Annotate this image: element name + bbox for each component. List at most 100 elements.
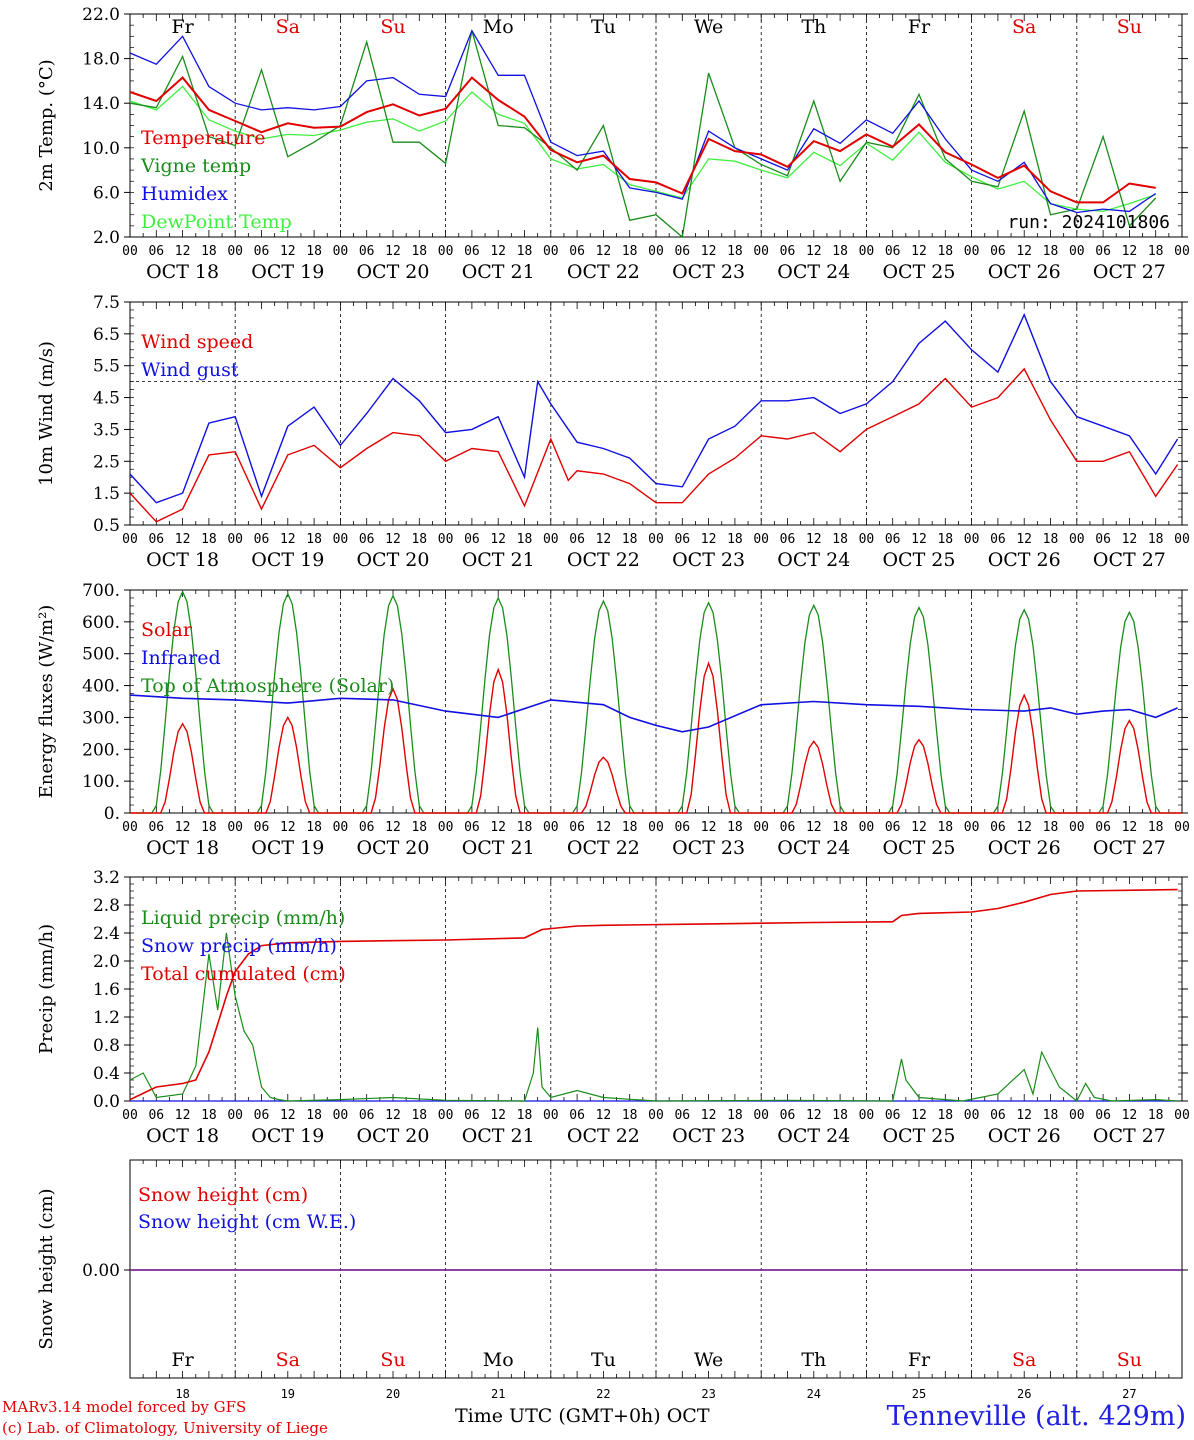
snow-panel-day-name: Th: [801, 1349, 826, 1371]
wind-panel-date-label: OCT 21: [462, 549, 535, 571]
temp-panel-hour-label: 12: [1122, 244, 1138, 259]
temp-panel-hour-label: 06: [1095, 244, 1111, 259]
precip-panel-hour-label: 06: [780, 1108, 796, 1123]
flux-panel-y-axis-title: Energy fluxes (W/m²): [36, 605, 57, 799]
flux-panel-hour-label: 12: [596, 820, 612, 835]
flux-panel-hour-label: 06: [1095, 820, 1111, 835]
temp-panel-hour-label: 06: [254, 244, 270, 259]
model-credit: MARv3.14 model forced by GFS: [2, 1398, 247, 1416]
wind-panel-y-tick-label: 6.5: [93, 325, 120, 345]
wind-panel-y-tick-label: 0.5: [93, 516, 120, 536]
flux-panel-hour-label: 00: [964, 820, 980, 835]
wind-panel-hour-label: 12: [911, 532, 927, 547]
wind-panel-hour-label: 00: [1174, 532, 1190, 547]
temp-panel-hour-label: 00: [543, 244, 559, 259]
flux-panel-date-label: OCT 27: [1093, 837, 1166, 859]
wind-panel-y-tick-label: 5.5: [93, 357, 120, 377]
snow-panel-day-number: 21: [491, 1387, 505, 1401]
temp-panel-legend-entry: DewPoint Temp: [141, 211, 292, 233]
wind-panel-hour-label: 00: [753, 532, 769, 547]
precip-panel-hour-label: 06: [674, 1108, 690, 1123]
precip-panel-y-tick-label: 1.6: [93, 980, 120, 1000]
wind-panel-hour-label: 06: [254, 532, 270, 547]
temp-series-temperature: [129, 76, 1156, 204]
temp-panel-day-name: We: [694, 16, 723, 38]
wind-panel-hour-label: 12: [280, 532, 296, 547]
temp-series-humidex: [129, 29, 1157, 214]
precip-panel-date-label: OCT 20: [356, 1125, 429, 1147]
snow-panel-day-number: 26: [1017, 1387, 1031, 1401]
temp-panel-hour-label: 12: [175, 244, 191, 259]
precip-panel-y-tick-label: 0.4: [93, 1064, 120, 1084]
wind-panel-hour-label: 12: [806, 532, 822, 547]
temp-panel-hour-label: 00: [964, 244, 980, 259]
temp-panel-day-name: Th: [801, 16, 826, 38]
lab-credit: (c) Lab. of Climatology, University of L…: [2, 1419, 328, 1437]
flux-panel-date-label: OCT 18: [146, 837, 219, 859]
flux-panel-hour-label: 00: [753, 820, 769, 835]
precip-panel-date-label: OCT 18: [146, 1125, 219, 1147]
precip-panel-hour-label: 12: [806, 1108, 822, 1123]
precip-series-total-cumulated-cm-: [129, 888, 1178, 1101]
precip-panel-hour-label: 06: [464, 1108, 480, 1123]
temp-panel-hour-label: 06: [990, 244, 1006, 259]
precip-panel-hour-label: 00: [1069, 1108, 1085, 1123]
temp-panel-day-name: Sa: [276, 16, 300, 38]
wind-panel-date-label: OCT 18: [146, 549, 219, 571]
temp-series-dewpoint-temp: [129, 85, 1156, 213]
flux-panel-hour-label: 12: [806, 820, 822, 835]
temp-panel-date-label: OCT 26: [988, 261, 1061, 283]
precip-panel-hour-label: 00: [227, 1108, 243, 1123]
wind-panel-hour-label: 18: [1148, 532, 1164, 547]
precip-panel-legend-entry: Total cumulated (cm): [141, 963, 346, 985]
temp-panel-legend-entry: Temperature: [141, 127, 265, 149]
precip-panel-hour-label: 18: [832, 1108, 848, 1123]
precip-panel-y-tick-label: 1.2: [93, 1008, 120, 1028]
wind-panel-y-tick-label: 1.5: [93, 484, 120, 504]
precip-panel-legend-entry: Snow precip (mm/h): [141, 935, 337, 957]
temp-panel-hour-label: 18: [727, 244, 743, 259]
temp-panel-hour-label: 00: [333, 244, 349, 259]
wind-panel-legend-entry: Wind speed: [141, 331, 253, 353]
snow-panel-day-number: 27: [1122, 1387, 1136, 1401]
flux-panel-hour-label: 18: [727, 820, 743, 835]
flux-panel-hour-label: 18: [201, 820, 217, 835]
flux-panel-hour-label: 12: [280, 820, 296, 835]
temp-panel-date-label: OCT 21: [462, 261, 535, 283]
temp-panel-hour-label: 06: [464, 244, 480, 259]
wind-panel-frame: [129, 301, 1183, 526]
temp-panel-hour-label: 12: [596, 244, 612, 259]
precip-panel-hour-label: 00: [543, 1108, 559, 1123]
temp-panel-hour-label: 18: [201, 244, 217, 259]
temp-panel-hour-label: 06: [569, 244, 585, 259]
temp-panel-hour-label: 18: [411, 244, 427, 259]
temp-panel-y-tick-label: 10.0: [82, 139, 120, 159]
precip-panel-hour-label: 12: [1122, 1108, 1138, 1123]
temp-panel-hour-label: 12: [911, 244, 927, 259]
precip-panel-hour-label: 00: [122, 1108, 138, 1123]
precip-panel-hour-label: 18: [937, 1108, 953, 1123]
snow-panel-day-number: 19: [281, 1387, 295, 1401]
precip-panel-hour-label: 12: [175, 1108, 191, 1123]
wind-panel-hour-label: 00: [438, 532, 454, 547]
temp-panel-hour-label: 12: [490, 244, 506, 259]
snow-panel-day-number: 25: [912, 1387, 926, 1401]
wind-panel-hour-label: 18: [517, 532, 533, 547]
flux-panel-date-label: OCT 23: [672, 837, 745, 859]
flux-panel-hour-label: 12: [385, 820, 401, 835]
flux-panel-y-tick-label: 0.: [104, 804, 120, 824]
snow-panel-day-name: Tu: [591, 1349, 616, 1371]
precip-panel-date-label: OCT 23: [672, 1125, 745, 1147]
flux-panel-hour-label: 00: [333, 820, 349, 835]
snow-panel-legend-entry: Snow height (cm W.E.): [138, 1211, 356, 1233]
wind-panel-hour-label: 18: [832, 532, 848, 547]
wind-panel-hour-label: 12: [1016, 532, 1032, 547]
flux-panel-date-label: OCT 19: [251, 837, 324, 859]
wind-panel-hour-label: 06: [1095, 532, 1111, 547]
temp-panel-hour-label: 06: [674, 244, 690, 259]
temp-panel-hour-label: 00: [438, 244, 454, 259]
temp-panel-hour-label: 00: [1174, 244, 1190, 259]
temp-panel-hour-label: 12: [385, 244, 401, 259]
snow-panel-day-name: Mo: [483, 1349, 514, 1371]
snow-panel-day-name: We: [694, 1349, 723, 1371]
